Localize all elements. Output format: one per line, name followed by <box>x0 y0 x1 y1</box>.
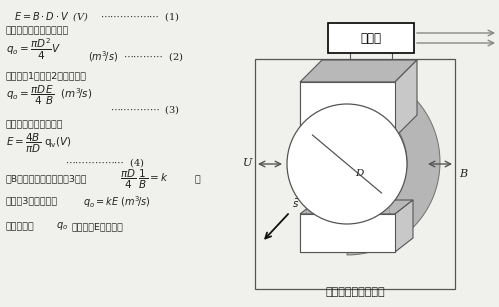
Circle shape <box>287 104 407 224</box>
Polygon shape <box>347 69 440 255</box>
Polygon shape <box>395 60 417 137</box>
Text: 因此电动势可表示为：: 因此电动势可表示为： <box>6 120 63 129</box>
Bar <box>300 82 395 137</box>
Text: 公式（3）改写为：: 公式（3）改写为： <box>6 196 58 205</box>
Text: $q_o$: $q_o$ <box>56 220 68 232</box>
Text: 电磁流量计工作原理: 电磁流量计工作原理 <box>325 287 385 297</box>
Text: 当B是个常数时，公式（3）中: 当B是个常数时，公式（3）中 <box>6 174 87 183</box>
Text: $\cdots\cdots\cdots\cdots\cdots\cdots$  (1): $\cdots\cdots\cdots\cdots\cdots\cdots$ (… <box>100 10 180 23</box>
Text: $\cdots\cdots\cdots\cdots\cdots\cdots$  (4): $\cdots\cdots\cdots\cdots\cdots\cdots$ (… <box>65 156 145 169</box>
Text: D: D <box>355 169 363 178</box>
Text: 通常，体积流量可以写作: 通常，体积流量可以写作 <box>6 26 69 35</box>
Text: $\cdots\cdots\cdots\cdots\cdots$  (3): $\cdots\cdots\cdots\cdots\cdots$ (3) <box>110 103 180 116</box>
Text: 与电动势E成正比。: 与电动势E成正比。 <box>72 222 124 231</box>
Polygon shape <box>395 200 413 252</box>
Text: U: U <box>243 158 252 168</box>
Bar <box>300 214 395 252</box>
Text: $q_o = \dfrac{\pi D}{4} \dfrac{E}{B}$  $(m^3\!/s)$: $q_o = \dfrac{\pi D}{4} \dfrac{E}{B}$ $(… <box>6 84 92 107</box>
Text: B: B <box>459 169 467 179</box>
Text: 转换器: 转换器 <box>360 32 382 45</box>
Bar <box>255 59 455 289</box>
Bar <box>300 82 395 137</box>
Bar <box>300 214 395 252</box>
Text: $q_o = \dfrac{\pi D^2}{4}V$: $q_o = \dfrac{\pi D^2}{4}V$ <box>6 37 61 62</box>
Text: $q_o = kE\ (m^3\!/s)$: $q_o = kE\ (m^3\!/s)$ <box>83 194 151 210</box>
Bar <box>328 23 414 53</box>
Text: $\bar{s}$: $\bar{s}$ <box>292 198 299 210</box>
Text: $\dfrac{\pi D}{4}\ \dfrac{1}{B} = k$: $\dfrac{\pi D}{4}\ \dfrac{1}{B} = k$ <box>120 168 168 191</box>
Text: $E = B \cdot D \cdot V$  (V): $E = B \cdot D \cdot V$ (V) <box>14 10 89 23</box>
Polygon shape <box>300 200 413 214</box>
Text: ，: ， <box>195 175 201 184</box>
Text: 由公式（1）和（2）可得到：: 由公式（1）和（2）可得到： <box>6 71 87 80</box>
Text: 可见，流量: 可见，流量 <box>6 222 35 231</box>
Text: $(m^3\!/s)$  $\cdots\cdots\cdots\cdots$  (2): $(m^3\!/s)$ $\cdots\cdots\cdots\cdots$ (… <box>88 49 184 64</box>
Polygon shape <box>300 60 417 82</box>
Text: $E = \dfrac{4B}{\pi D}\ \mathrm{q_v}(V)$: $E = \dfrac{4B}{\pi D}\ \mathrm{q_v}(V)$ <box>6 132 72 155</box>
